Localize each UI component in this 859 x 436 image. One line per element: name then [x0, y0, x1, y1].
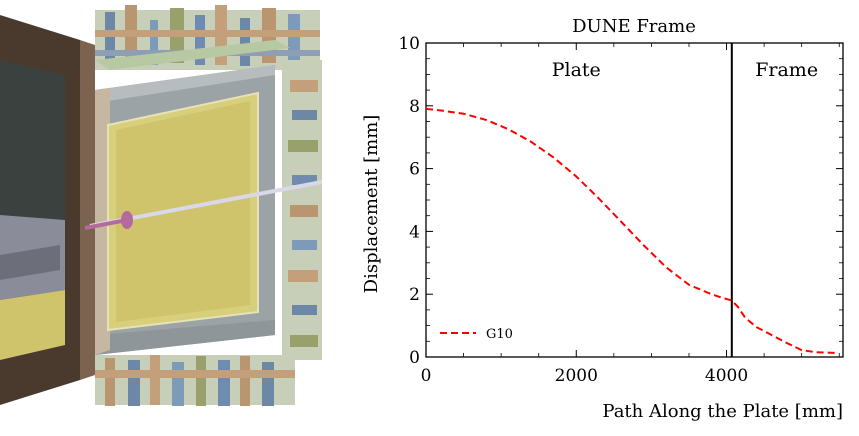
plot-frame — [425, 42, 844, 358]
y-tick-label: 4 — [409, 222, 420, 242]
plot-area: 0 2000 4000 0 2 4 6 8 10 Plate Frame G10 — [398, 34, 844, 386]
y-axis-title: Displacement [mm] — [361, 115, 382, 294]
x-axis-title: Path Along the Plate [mm] — [602, 401, 843, 422]
series-line-g10 — [425, 107, 836, 354]
cad-rendering-svg — [0, 5, 323, 406]
y-tick-label: 0 — [409, 348, 420, 368]
x-tick-label: 2000 — [555, 366, 598, 386]
outer-frame — [0, 15, 95, 405]
region-label-frame: Frame — [755, 59, 818, 81]
cad-rendering — [0, 0, 330, 410]
y-tick-label: 10 — [398, 34, 420, 54]
x-tick-label: 0 — [421, 366, 432, 386]
chart-title: DUNE Frame — [572, 16, 696, 37]
plate — [107, 91, 259, 332]
legend-label: G10 — [486, 327, 513, 342]
background-lattice — [95, 5, 322, 406]
region-label-plate: Plate — [552, 59, 601, 81]
x-tick-label: 4000 — [705, 366, 748, 386]
y-tick-label: 8 — [409, 97, 420, 117]
y-tick-label: 2 — [409, 285, 420, 305]
y-tick-label: 6 — [409, 160, 420, 180]
rod — [84, 180, 323, 230]
